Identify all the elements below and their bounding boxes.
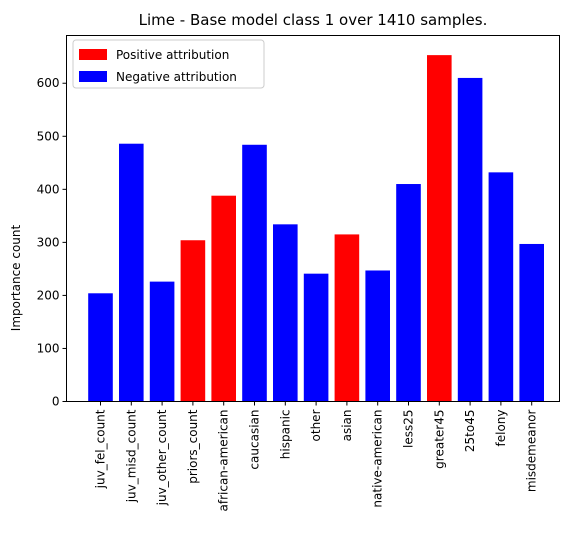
x-tick-label: hispanic: [278, 410, 292, 460]
bar-priors_count: [180, 240, 206, 402]
legend-swatch-negative: [79, 71, 107, 82]
bars-group: [88, 55, 544, 402]
x-tick-label: african-american: [217, 410, 231, 512]
legend: Positive attribution Negative attribution: [72, 39, 265, 89]
x-tick-label: greater45: [432, 410, 446, 469]
legend-label-positive: Positive attribution: [116, 48, 229, 62]
x-tick-label: asian: [340, 410, 354, 442]
y-tick-label: 200: [37, 288, 60, 302]
x-tick-label: caucasian: [248, 410, 262, 470]
bar-greater45: [427, 55, 452, 402]
bar-caucasian: [242, 144, 267, 402]
x-tick-label: less25: [402, 410, 416, 449]
y-axis-label: Importance count: [9, 224, 23, 331]
plot-area-frame: [66, 35, 560, 402]
x-tick-label: felony: [494, 410, 508, 447]
bar-native-american: [365, 270, 390, 402]
legend-swatch-positive: [79, 49, 107, 60]
y-tick-label: 500: [37, 129, 60, 143]
bar-other: [303, 273, 329, 402]
x-tick-label: juv_misd_count: [124, 409, 138, 503]
x-tick-label: juv_fel_count: [94, 409, 108, 489]
y-tick-label: 300: [37, 235, 60, 249]
x-axis-ticks: juv_fel_count juv_misd_count juv_other_cou…: [94, 401, 539, 512]
bar-juv_misd_count: [119, 143, 144, 402]
x-tick-label: other: [309, 409, 323, 441]
y-tick-label: 0: [52, 395, 60, 409]
x-tick-label: 25to45: [463, 410, 477, 453]
x-tick-label: native-american: [371, 410, 385, 508]
chart-title: Lime - Base model class 1 over 1410 samp…: [139, 11, 488, 29]
x-tick-label: priors_count: [186, 409, 200, 484]
x-tick-label: juv_other_count: [155, 409, 169, 506]
bar-misdemeanor: [519, 243, 544, 402]
bar-hispanic: [273, 224, 298, 402]
bar-25to45: [457, 77, 483, 402]
bar-less25: [396, 184, 421, 402]
y-tick-label: 400: [37, 182, 60, 196]
legend-box: [72, 39, 265, 89]
y-tick-label: 100: [37, 341, 60, 355]
bar-felony: [488, 172, 514, 402]
x-tick-label: misdemeanor: [525, 409, 539, 492]
legend-label-negative: Negative attribution: [116, 70, 237, 84]
y-tick-label: 600: [37, 76, 60, 90]
bar-african-american: [211, 195, 236, 402]
bar-juv_fel_count: [88, 293, 113, 402]
bar-asian: [334, 234, 360, 402]
bar-juv_other_count: [149, 281, 175, 402]
y-axis-ticks: 0 100 200 300 400 500 600: [37, 76, 67, 409]
